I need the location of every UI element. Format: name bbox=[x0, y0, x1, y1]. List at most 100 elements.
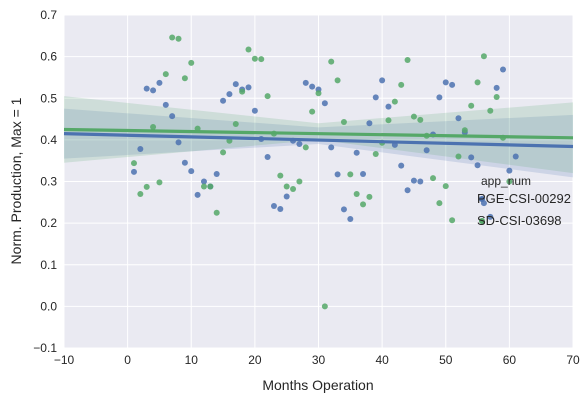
data-point-series-0 bbox=[232, 81, 239, 88]
data-point-series-1 bbox=[162, 71, 169, 78]
data-point-series-1 bbox=[130, 160, 137, 167]
data-point-series-1 bbox=[372, 151, 379, 158]
y-axis-label: Norm. Production, Max = 1 bbox=[8, 97, 24, 264]
x-tick-label: 50 bbox=[439, 353, 453, 367]
data-point-series-1 bbox=[436, 200, 443, 207]
data-point-series-0 bbox=[150, 87, 157, 94]
data-point-series-0 bbox=[436, 94, 443, 101]
data-point-series-1 bbox=[461, 127, 468, 134]
y-tick-label: 0.5 bbox=[40, 91, 57, 105]
y-tick-label: 0.4 bbox=[40, 133, 57, 147]
data-point-series-1 bbox=[474, 79, 481, 86]
data-point-series-0 bbox=[181, 159, 188, 166]
data-point-series-1 bbox=[506, 178, 513, 185]
data-point-series-1 bbox=[468, 102, 475, 109]
data-point-series-1 bbox=[302, 144, 309, 151]
x-tick-label: 20 bbox=[248, 353, 262, 367]
x-tick-label: 10 bbox=[185, 353, 199, 367]
data-point-series-1 bbox=[220, 149, 227, 156]
data-point-series-0 bbox=[296, 141, 303, 148]
legend: app_num PGE-CSI-00292 SD-CSI-03698 bbox=[477, 174, 571, 228]
data-point-series-1 bbox=[455, 153, 462, 160]
data-point-series-1 bbox=[239, 88, 246, 95]
data-point-series-0 bbox=[302, 79, 309, 86]
data-point-series-1 bbox=[258, 56, 265, 63]
data-point-series-0 bbox=[379, 77, 386, 84]
y-tick-label: 0.0 bbox=[40, 299, 57, 313]
data-point-series-1 bbox=[487, 107, 494, 114]
regression-line-series-1 bbox=[63, 127, 574, 140]
data-point-series-1 bbox=[175, 35, 182, 42]
data-point-series-0 bbox=[277, 205, 284, 212]
data-point-series-0 bbox=[156, 79, 163, 86]
data-point-series-0 bbox=[398, 162, 405, 169]
data-point-series-0 bbox=[474, 162, 481, 169]
data-point-series-1 bbox=[353, 190, 360, 197]
y-tick-label: 0.6 bbox=[40, 50, 57, 64]
legend-marker-series-1 bbox=[479, 218, 485, 224]
data-point-series-1 bbox=[417, 116, 424, 123]
data-point-series-0 bbox=[493, 84, 500, 91]
data-point-series-0 bbox=[347, 215, 354, 222]
data-point-series-1 bbox=[245, 46, 252, 53]
data-point-series-0 bbox=[194, 191, 201, 198]
data-point-series-0 bbox=[321, 100, 328, 107]
regression-lines bbox=[63, 127, 574, 149]
data-point-series-0 bbox=[213, 171, 220, 178]
data-point-series-1 bbox=[449, 217, 456, 224]
legend-label-series-1: SD-CSI-03698 bbox=[477, 213, 562, 228]
data-point-series-0 bbox=[309, 83, 316, 90]
data-point-series-0 bbox=[226, 91, 233, 98]
data-point-series-1 bbox=[493, 94, 500, 101]
data-point-series-1 bbox=[398, 81, 405, 88]
data-point-series-1 bbox=[385, 117, 392, 124]
x-tick-label: 0 bbox=[124, 353, 131, 367]
data-point-series-1 bbox=[137, 190, 144, 197]
data-point-series-0 bbox=[506, 167, 513, 174]
data-point-series-1 bbox=[181, 75, 188, 82]
data-point-series-0 bbox=[251, 107, 258, 114]
data-point-series-1 bbox=[277, 172, 284, 179]
data-point-series-0 bbox=[162, 101, 169, 108]
data-point-series-0 bbox=[366, 120, 373, 127]
data-point-series-0 bbox=[283, 193, 290, 200]
data-point-series-0 bbox=[328, 144, 335, 151]
data-point-series-1 bbox=[296, 178, 303, 185]
x-tick-label: 30 bbox=[312, 353, 326, 367]
data-point-series-0 bbox=[334, 171, 341, 178]
data-point-series-1 bbox=[207, 183, 214, 190]
x-tick-label: 60 bbox=[503, 353, 517, 367]
y-tick-label: −0.1 bbox=[33, 341, 57, 355]
data-point-series-1 bbox=[480, 53, 487, 60]
data-points bbox=[130, 34, 519, 310]
data-point-series-1 bbox=[251, 55, 258, 62]
data-point-series-1 bbox=[290, 185, 297, 192]
data-point-series-1 bbox=[347, 171, 354, 178]
y-tick-label: 0.2 bbox=[40, 216, 57, 230]
data-point-series-1 bbox=[321, 303, 328, 310]
data-point-series-0 bbox=[220, 97, 227, 104]
legend-label-series-0: PGE-CSI-00292 bbox=[477, 191, 571, 206]
data-point-series-0 bbox=[130, 168, 137, 175]
x-axis-label: Months Operation bbox=[262, 377, 373, 393]
data-point-series-1 bbox=[169, 34, 176, 41]
legend-title: app_num bbox=[481, 174, 531, 188]
data-point-series-0 bbox=[188, 168, 195, 175]
data-point-series-1 bbox=[360, 201, 367, 208]
data-point-series-0 bbox=[404, 187, 411, 194]
data-point-series-1 bbox=[366, 193, 373, 200]
data-point-series-1 bbox=[404, 56, 411, 63]
data-point-series-0 bbox=[385, 103, 392, 110]
data-point-series-0 bbox=[449, 81, 456, 88]
data-point-series-1 bbox=[315, 90, 322, 97]
data-point-series-0 bbox=[340, 206, 347, 213]
data-point-series-0 bbox=[487, 213, 494, 220]
y-tick-label: 0.3 bbox=[40, 175, 57, 189]
data-point-series-0 bbox=[270, 203, 277, 210]
data-point-series-0 bbox=[169, 113, 176, 120]
data-point-series-1 bbox=[188, 59, 195, 66]
data-point-series-1 bbox=[200, 183, 207, 190]
data-point-series-0 bbox=[468, 154, 475, 161]
